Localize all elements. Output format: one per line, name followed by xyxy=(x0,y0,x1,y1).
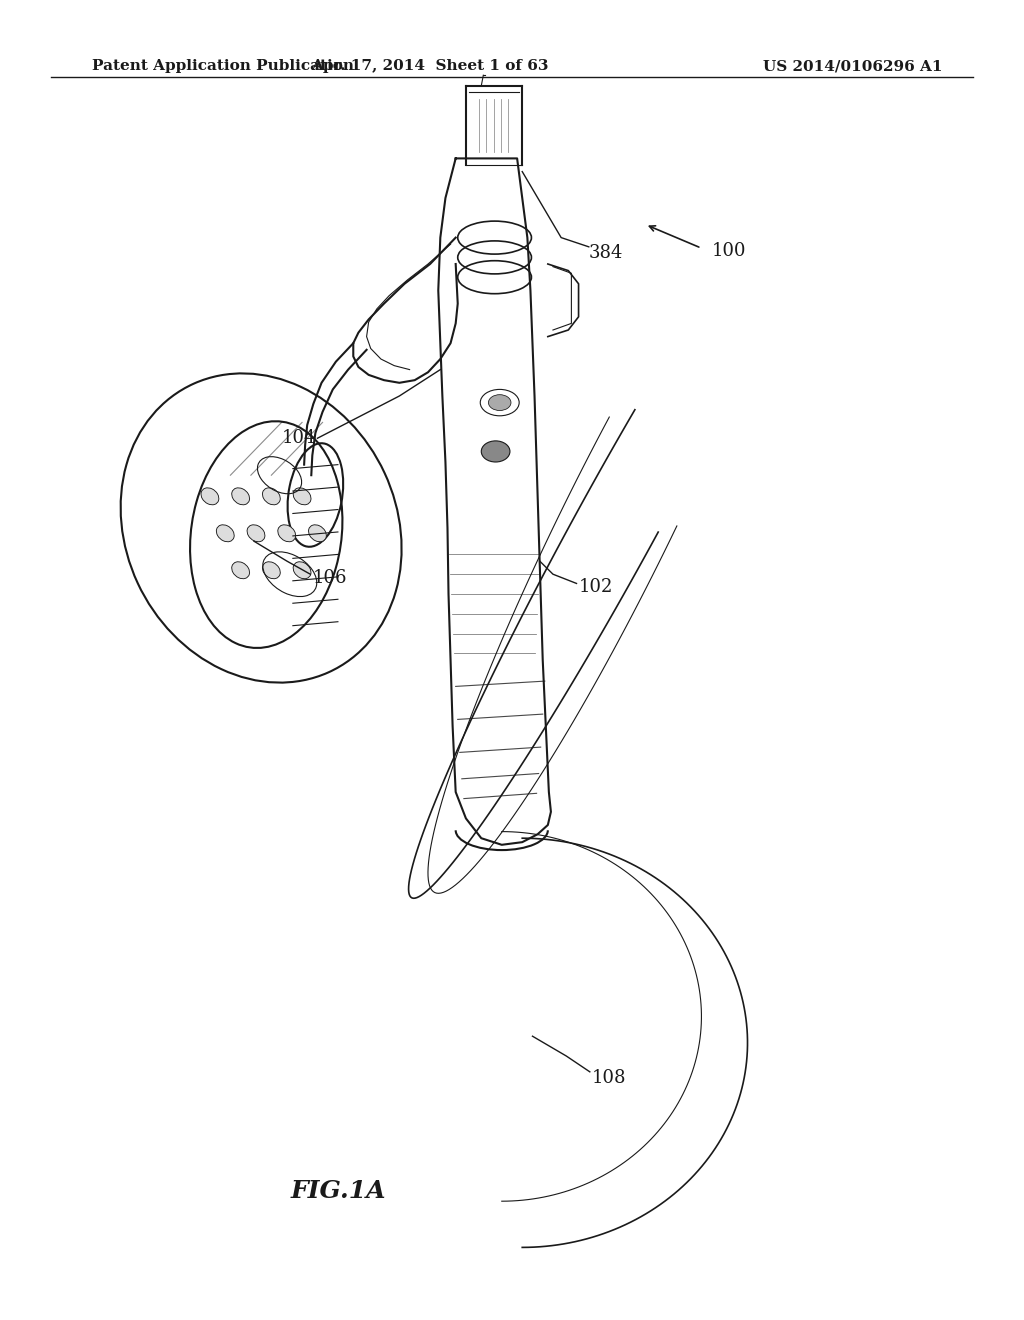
Text: Patent Application Publication: Patent Application Publication xyxy=(92,59,354,74)
Text: 108: 108 xyxy=(592,1069,627,1088)
Ellipse shape xyxy=(308,525,327,541)
Text: 100: 100 xyxy=(712,242,746,260)
Text: US 2014/0106296 A1: US 2014/0106296 A1 xyxy=(763,59,942,74)
Ellipse shape xyxy=(293,488,311,504)
Text: 384: 384 xyxy=(589,244,624,263)
Ellipse shape xyxy=(231,488,250,504)
Ellipse shape xyxy=(247,525,265,541)
Text: FIG.1A: FIG.1A xyxy=(290,1179,386,1203)
Ellipse shape xyxy=(262,562,281,578)
Text: Apr. 17, 2014  Sheet 1 of 63: Apr. 17, 2014 Sheet 1 of 63 xyxy=(311,59,549,74)
Ellipse shape xyxy=(231,562,250,578)
Ellipse shape xyxy=(293,562,311,578)
Text: 102: 102 xyxy=(579,578,613,597)
Ellipse shape xyxy=(216,525,234,541)
Ellipse shape xyxy=(278,525,296,541)
Ellipse shape xyxy=(262,488,281,504)
Text: 104: 104 xyxy=(282,429,316,447)
Text: 106: 106 xyxy=(312,569,347,587)
Ellipse shape xyxy=(201,488,219,504)
Ellipse shape xyxy=(481,441,510,462)
Ellipse shape xyxy=(488,395,511,411)
